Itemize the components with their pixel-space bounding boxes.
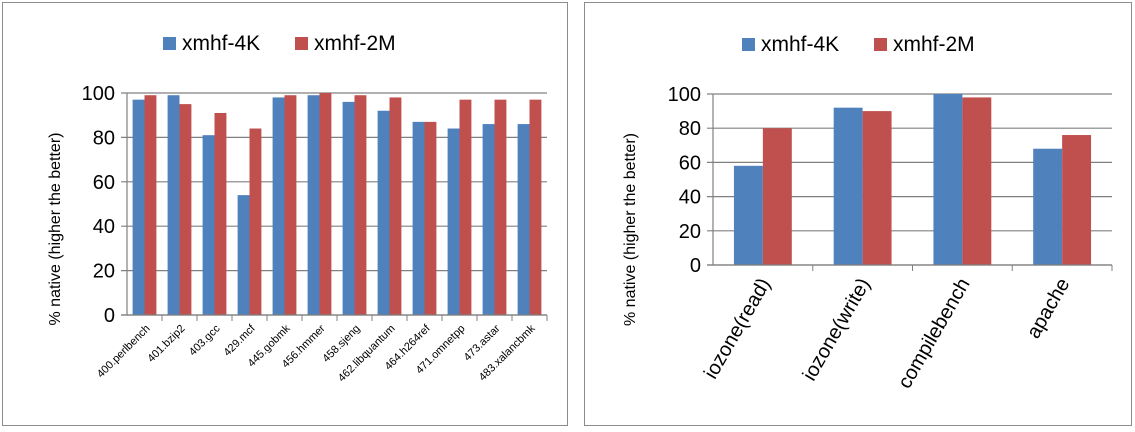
legend-label: xmhf-4K [761, 33, 839, 56]
y-tick-label: 60 [679, 152, 701, 174]
legend-label: xmhf-4K [182, 32, 260, 55]
bar-2m [862, 111, 892, 265]
bar-4k [833, 107, 863, 266]
bar-4k [202, 135, 215, 315]
bar-2m [214, 112, 227, 315]
bar-4k [733, 165, 763, 265]
bar-2m [494, 99, 507, 315]
y-tick-label: 0 [104, 305, 115, 327]
bar-2m [389, 97, 402, 315]
bar-2m [179, 104, 192, 315]
y-tick-label: 100 [668, 84, 701, 106]
x-category-label: 400.perlbench [95, 323, 153, 381]
x-category-label: 403.gcc [187, 322, 223, 358]
bar-2m [962, 97, 992, 265]
bar-4k [517, 124, 530, 315]
y-tick-label: 80 [93, 127, 115, 149]
bar-2m [762, 128, 792, 265]
x-category-label: apache [1023, 275, 1075, 343]
bar-2m [284, 95, 297, 315]
y-tick-label: 80 [679, 118, 701, 140]
legend-swatch-4k [742, 38, 755, 51]
x-category-label: compilebench [894, 275, 975, 393]
bar-4k [377, 110, 390, 315]
y-tick-label: 20 [679, 221, 701, 243]
bar-4k [167, 95, 180, 315]
bar-2m [144, 95, 157, 315]
bar-4k [447, 128, 460, 315]
x-category-label: 401.bzip2 [145, 323, 187, 365]
bar-2m [249, 128, 262, 315]
bar-4k [1033, 148, 1063, 265]
bar-2m [459, 99, 472, 315]
legend-swatch-2m [874, 38, 887, 51]
bar-2m [354, 95, 367, 315]
bar-4k [237, 195, 250, 315]
bar-2m [424, 121, 437, 315]
bar-4k [482, 124, 495, 315]
bar-4k [933, 94, 963, 265]
bar-4k [272, 97, 285, 315]
bar-4k [132, 99, 145, 315]
y-axis-label: % native (higher the better) [622, 133, 639, 326]
bar-4k [412, 121, 425, 315]
x-category-label: iozone(read) [700, 275, 775, 383]
y-tick-label: 40 [679, 187, 701, 209]
legend-swatch-2m [295, 37, 308, 50]
x-category-label: iozone(write) [799, 275, 875, 385]
legend-label: xmhf-2M [893, 33, 975, 56]
y-tick-label: 20 [93, 261, 115, 283]
legend-label: xmhf-2M [314, 32, 396, 55]
y-tick-label: 60 [93, 172, 115, 194]
bar-2m [1062, 135, 1092, 265]
y-axis-label: % native (higher the better) [47, 133, 64, 326]
bar-2m [319, 93, 332, 315]
y-tick-label: 0 [690, 255, 701, 277]
bar-4k [342, 101, 355, 315]
bar-4k [307, 95, 320, 315]
legend-swatch-4k [163, 37, 176, 50]
bar-2m [529, 99, 542, 315]
y-tick-label: 100 [82, 83, 115, 105]
y-tick-label: 40 [93, 216, 115, 238]
